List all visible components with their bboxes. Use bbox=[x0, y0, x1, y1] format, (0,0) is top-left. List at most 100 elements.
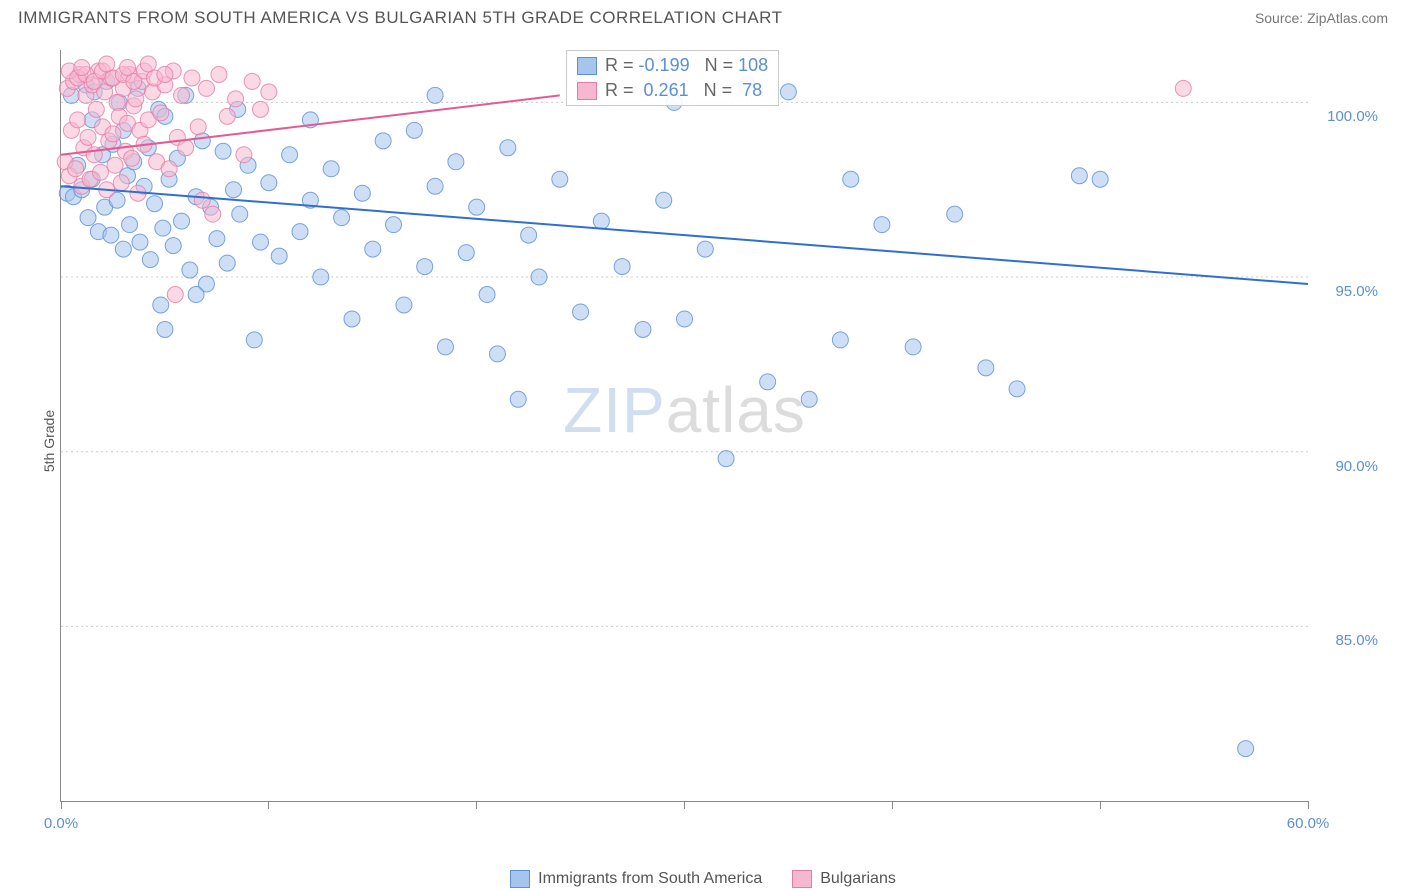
data-point bbox=[167, 287, 183, 303]
data-point bbox=[232, 206, 248, 222]
stats-row: R = -0.199 N = 108 bbox=[567, 53, 778, 78]
data-point bbox=[760, 374, 776, 390]
y-tick-label: 90.0% bbox=[1335, 458, 1378, 475]
x-tick-label: 60.0% bbox=[1287, 815, 1330, 832]
data-point bbox=[253, 101, 269, 117]
data-point bbox=[843, 171, 859, 187]
data-point bbox=[261, 175, 277, 191]
data-point bbox=[68, 161, 84, 177]
x-tick bbox=[476, 801, 477, 809]
data-point bbox=[1238, 741, 1254, 757]
data-point bbox=[211, 66, 227, 82]
data-point bbox=[344, 311, 360, 327]
plot-svg bbox=[61, 50, 1308, 801]
data-point bbox=[246, 332, 262, 348]
stats-text: R = -0.199 N = 108 bbox=[605, 55, 768, 76]
legend-swatch bbox=[510, 870, 530, 888]
data-point bbox=[165, 238, 181, 254]
data-point bbox=[132, 234, 148, 250]
data-point bbox=[1092, 171, 1108, 187]
data-point bbox=[386, 217, 402, 233]
data-point bbox=[92, 164, 108, 180]
x-tick bbox=[684, 801, 685, 809]
data-point bbox=[80, 210, 96, 226]
data-point bbox=[573, 304, 589, 320]
data-point bbox=[1071, 168, 1087, 184]
data-point bbox=[479, 287, 495, 303]
data-point bbox=[190, 119, 206, 135]
data-point bbox=[147, 196, 163, 212]
data-point bbox=[155, 220, 171, 236]
data-point bbox=[161, 161, 177, 177]
data-point bbox=[215, 143, 231, 159]
data-point bbox=[978, 360, 994, 376]
data-point bbox=[105, 126, 121, 142]
data-point bbox=[448, 154, 464, 170]
x-tick bbox=[892, 801, 893, 809]
data-point bbox=[122, 217, 138, 233]
data-point bbox=[124, 150, 140, 166]
data-point bbox=[427, 178, 443, 194]
data-point bbox=[271, 248, 287, 264]
data-point bbox=[182, 262, 198, 278]
x-tick bbox=[61, 801, 62, 809]
source-label: Source: ZipAtlas.com bbox=[1255, 10, 1388, 26]
y-axis-label: 5th Grade bbox=[41, 410, 57, 472]
data-point bbox=[219, 108, 235, 124]
legend-label: Immigrants from South America bbox=[538, 870, 762, 888]
data-point bbox=[469, 199, 485, 215]
data-point bbox=[313, 269, 329, 285]
data-point bbox=[205, 206, 221, 222]
legend-label: Bulgarians bbox=[820, 870, 896, 888]
series-swatch bbox=[577, 82, 597, 100]
data-point bbox=[142, 252, 158, 268]
data-point bbox=[103, 227, 119, 243]
data-point bbox=[718, 451, 734, 467]
data-point bbox=[120, 59, 136, 75]
data-point bbox=[489, 346, 505, 362]
data-point bbox=[905, 339, 921, 355]
trend-line bbox=[61, 186, 1308, 284]
data-point bbox=[697, 241, 713, 257]
data-point bbox=[780, 84, 796, 100]
plot-area: ZIPatlas R = -0.199 N = 108R = 0.261 N =… bbox=[60, 50, 1308, 802]
data-point bbox=[521, 227, 537, 243]
stats-box: R = -0.199 N = 108 R = 0.261 N = 78 bbox=[566, 50, 779, 106]
data-point bbox=[198, 80, 214, 96]
data-point bbox=[188, 287, 204, 303]
data-point bbox=[437, 339, 453, 355]
data-point bbox=[282, 147, 298, 163]
data-point bbox=[375, 133, 391, 149]
data-point bbox=[99, 56, 115, 72]
data-point bbox=[365, 241, 381, 257]
data-point bbox=[417, 259, 433, 275]
data-point bbox=[1175, 80, 1191, 96]
data-point bbox=[194, 192, 210, 208]
chart-container: 5th Grade ZIPatlas R = -0.199 N = 108R =… bbox=[48, 50, 1388, 832]
data-point bbox=[107, 157, 123, 173]
x-tick-label: 0.0% bbox=[44, 815, 78, 832]
x-tick bbox=[1308, 801, 1309, 809]
data-point bbox=[614, 259, 630, 275]
data-point bbox=[427, 87, 443, 103]
x-tick bbox=[268, 801, 269, 809]
data-point bbox=[70, 112, 86, 128]
data-point bbox=[510, 391, 526, 407]
data-point bbox=[174, 213, 190, 229]
data-point bbox=[178, 140, 194, 156]
data-point bbox=[157, 66, 173, 82]
legend-item: Immigrants from South America bbox=[510, 870, 762, 888]
data-point bbox=[832, 332, 848, 348]
y-tick-label: 95.0% bbox=[1335, 283, 1378, 300]
data-point bbox=[219, 255, 235, 271]
data-point bbox=[253, 234, 269, 250]
stats-text: R = 0.261 N = 78 bbox=[605, 80, 762, 101]
data-point bbox=[593, 213, 609, 229]
chart-title: IMMIGRANTS FROM SOUTH AMERICA VS BULGARI… bbox=[18, 8, 783, 28]
data-point bbox=[115, 241, 131, 257]
data-point bbox=[323, 161, 339, 177]
data-point bbox=[184, 70, 200, 86]
y-tick-label: 85.0% bbox=[1335, 632, 1378, 649]
data-point bbox=[153, 105, 169, 121]
data-point bbox=[635, 321, 651, 337]
